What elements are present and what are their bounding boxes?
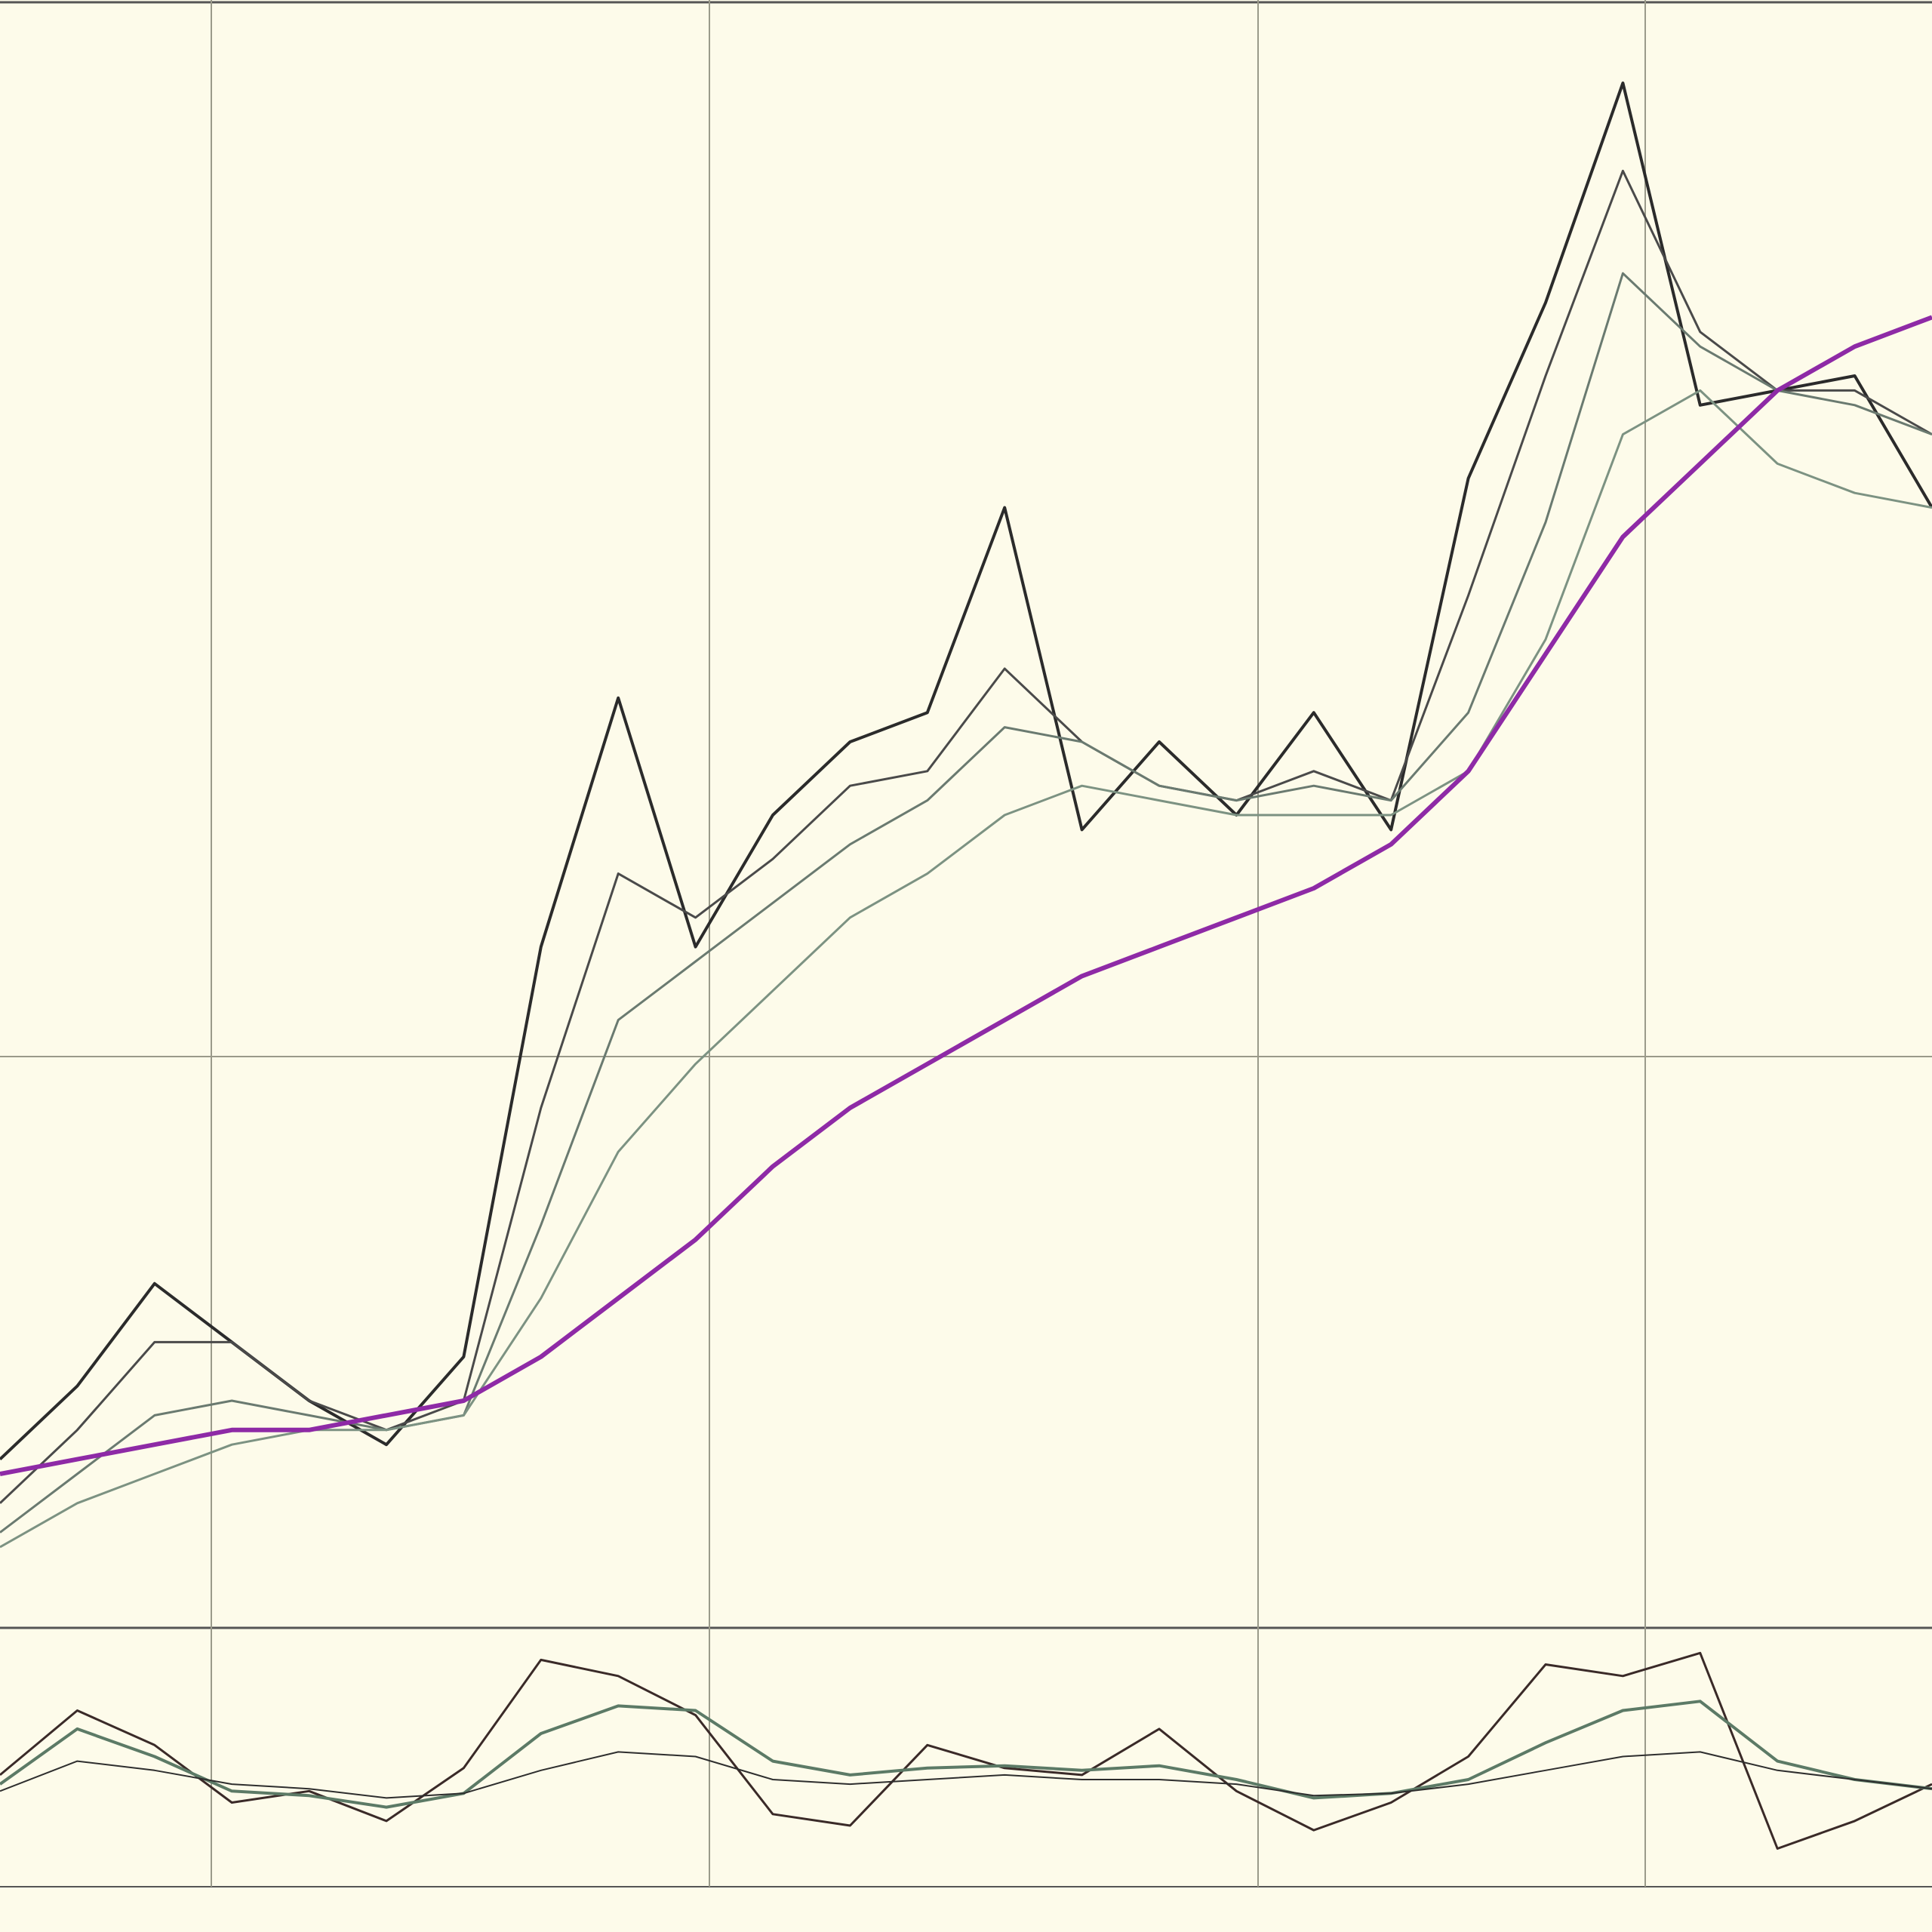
series-line-osc-slow [0, 1700, 1932, 1809]
series-line-ma-long [0, 315, 1932, 1476]
indicator-series-layer [0, 1651, 1932, 1850]
price-series-layer [0, 82, 1932, 1549]
series-line-price [0, 82, 1932, 1461]
series-line-ma-fast [0, 169, 1932, 1504]
series-line-ma-mid [0, 272, 1932, 1534]
series-line-ma-slow [0, 389, 1932, 1549]
grid-layer [0, 0, 1932, 1887]
series-line-osc-signal [0, 1751, 1932, 1799]
